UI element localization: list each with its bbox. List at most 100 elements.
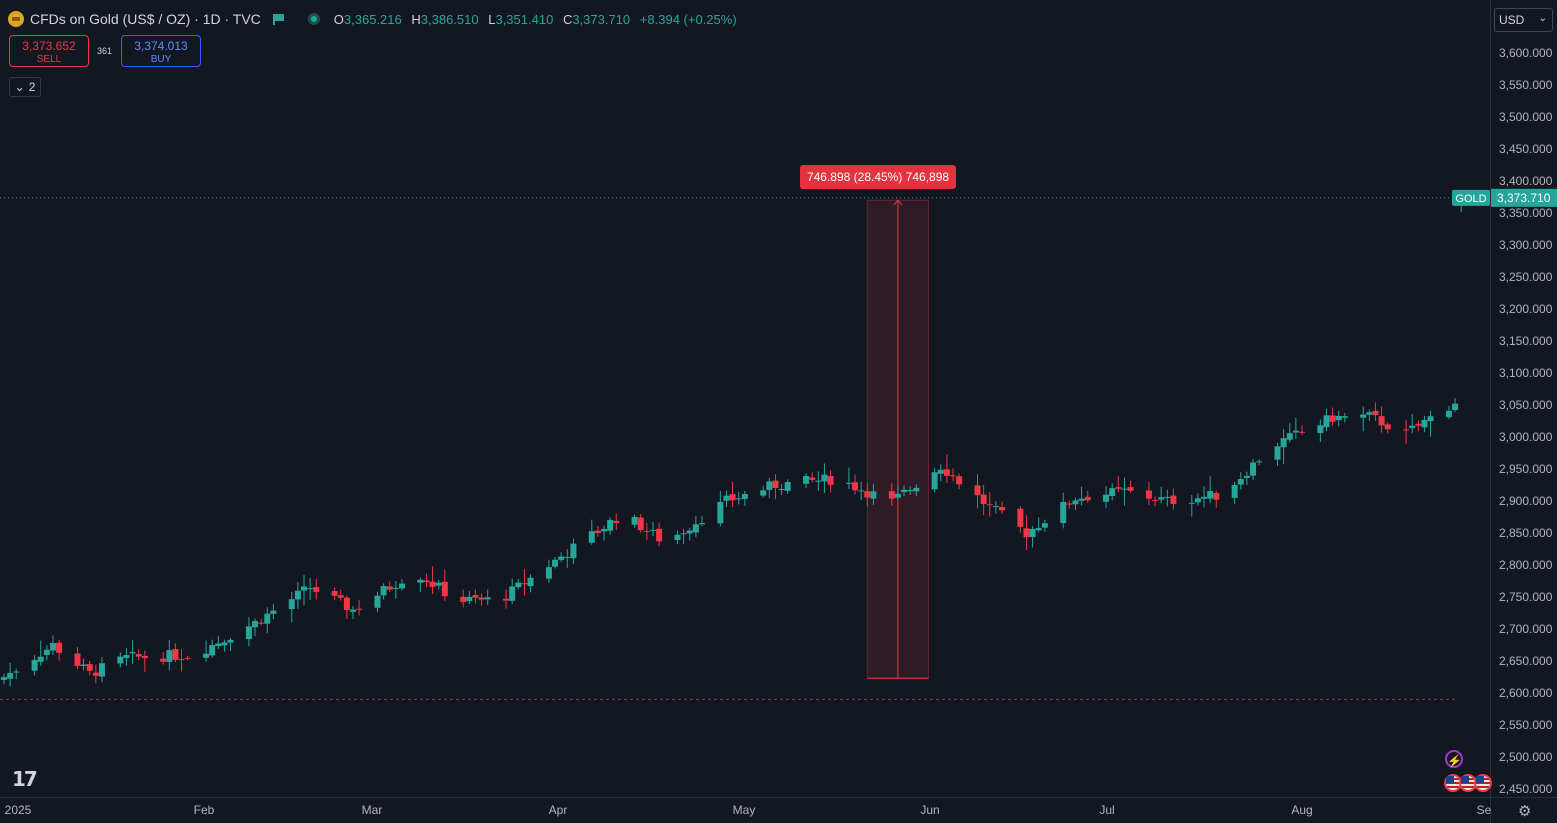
candle-body — [417, 579, 424, 583]
economic-events[interactable] — [1444, 774, 1492, 792]
candle-body — [178, 659, 185, 661]
candle-body — [1335, 415, 1342, 421]
chevron-down-icon: ⌄ — [1538, 13, 1547, 24]
candle-body — [1427, 416, 1434, 422]
sell-label: SELL — [36, 54, 62, 65]
candle-body — [1017, 508, 1024, 527]
candle-body — [13, 671, 20, 673]
candle-body — [484, 597, 491, 600]
candle-body — [221, 642, 228, 646]
symbol-legend[interactable]: CFDs on Gold (US$ / OZ) · 1D · TVC O3,36… — [8, 9, 743, 29]
last-price-tag: 3,373.710 — [1497, 191, 1551, 205]
candle-body — [552, 559, 559, 567]
change-value: +8.394 (+0.25%) — [639, 11, 737, 27]
candle-body — [1452, 403, 1459, 410]
sell-price: 3,373.652 — [22, 39, 76, 53]
price-tick-label: 2,500.000 — [1499, 750, 1553, 764]
market-status-icon[interactable] — [307, 13, 320, 25]
candle-body — [460, 596, 467, 602]
price-tick-label: 2,650.000 — [1499, 654, 1553, 668]
time-tick-label: Apr — [549, 803, 568, 817]
candle-body — [1243, 475, 1250, 479]
candle-body — [827, 476, 834, 485]
candle-body — [1280, 438, 1287, 448]
candle-body — [992, 506, 999, 508]
open-value: 3,365.216 — [343, 11, 402, 27]
candle-body — [760, 490, 767, 496]
price-tick-label: 3,450.000 — [1499, 142, 1553, 156]
candle-body — [907, 489, 914, 492]
candle-body — [1329, 415, 1336, 422]
candle-body — [956, 476, 963, 485]
candle-body — [607, 519, 614, 531]
price-tick-label: 3,300.000 — [1499, 238, 1553, 252]
candle-body — [7, 672, 14, 679]
candle-body — [631, 516, 638, 525]
candle-body — [301, 586, 308, 591]
candle-body — [374, 595, 381, 608]
price-tick-label: 2,550.000 — [1499, 718, 1553, 732]
candle-body — [258, 622, 265, 624]
sell-button[interactable]: 3,373.652 SELL — [9, 35, 89, 67]
candle-body — [515, 582, 522, 588]
candle-body — [1372, 410, 1379, 416]
candle-body — [172, 648, 179, 660]
candle-body — [1299, 431, 1305, 433]
time-tick-label: Mar — [362, 803, 383, 817]
candle-body — [392, 587, 399, 589]
tradingview-logo-icon[interactable]: 𝟭𝟳 — [12, 767, 38, 791]
candle-body — [1384, 424, 1391, 430]
currency-selector[interactable]: USD ⌄ — [1494, 8, 1553, 32]
candle-body — [1403, 429, 1410, 431]
candle-body — [356, 608, 363, 610]
measure-label-box — [800, 165, 956, 189]
chevron-down-icon: ⌄ — [14, 80, 25, 94]
candle-body — [637, 517, 644, 531]
candle-body — [423, 580, 430, 583]
candle-body — [1213, 492, 1220, 500]
candle-body — [509, 586, 516, 601]
candle-body — [1023, 528, 1030, 538]
time-tick-label: Aug — [1291, 803, 1312, 817]
price-tick-label: 2,900.000 — [1499, 494, 1553, 508]
ohlc-values: O3,365.216 H3,386.510 L3,351.410 C3,373.… — [333, 11, 737, 27]
price-tick-label: 2,950.000 — [1499, 462, 1553, 476]
candle-body — [1366, 412, 1373, 415]
high-value: 3,386.510 — [420, 11, 479, 27]
candle-body — [380, 586, 387, 596]
candle-body — [1415, 423, 1422, 426]
candle-body — [558, 556, 565, 560]
candle-body — [1103, 494, 1110, 502]
candle-body — [1158, 497, 1165, 500]
candle-body — [1317, 425, 1324, 434]
candle-body — [998, 507, 1005, 511]
candle-body — [1127, 487, 1134, 491]
buy-label: BUY — [150, 54, 172, 65]
candle-body — [729, 494, 736, 501]
us-flag-icon[interactable] — [1459, 774, 1477, 792]
measure-label: 746.898 (28.45%) 746,898 — [807, 170, 949, 184]
us-flag-icon[interactable] — [1474, 774, 1492, 792]
candle-body — [129, 652, 136, 654]
gear-icon[interactable]: ⚙ — [1518, 803, 1532, 820]
candle-body — [135, 653, 142, 657]
candle-body — [166, 650, 173, 662]
lightning-icon[interactable]: ⚡ — [1445, 750, 1463, 768]
flag-icon[interactable] — [272, 13, 284, 25]
candle-body — [203, 653, 210, 658]
candle-body — [680, 533, 687, 535]
candle-body — [931, 472, 938, 490]
candle-body — [870, 491, 877, 499]
price-tick-label: 3,150.000 — [1499, 334, 1553, 348]
last-price-tag-box — [1491, 188, 1557, 207]
time-tick-label: May — [733, 803, 756, 817]
indicators-toggle-button[interactable]: ⌄ 2 — [9, 77, 41, 97]
currency-value: USD — [1499, 13, 1525, 27]
candle-body — [845, 482, 852, 484]
candle-body — [1109, 488, 1116, 497]
buy-button[interactable]: 3,374.013 BUY — [121, 35, 201, 67]
candle-body — [1066, 503, 1073, 505]
candle-body — [1237, 479, 1244, 485]
candle-body — [570, 543, 577, 559]
